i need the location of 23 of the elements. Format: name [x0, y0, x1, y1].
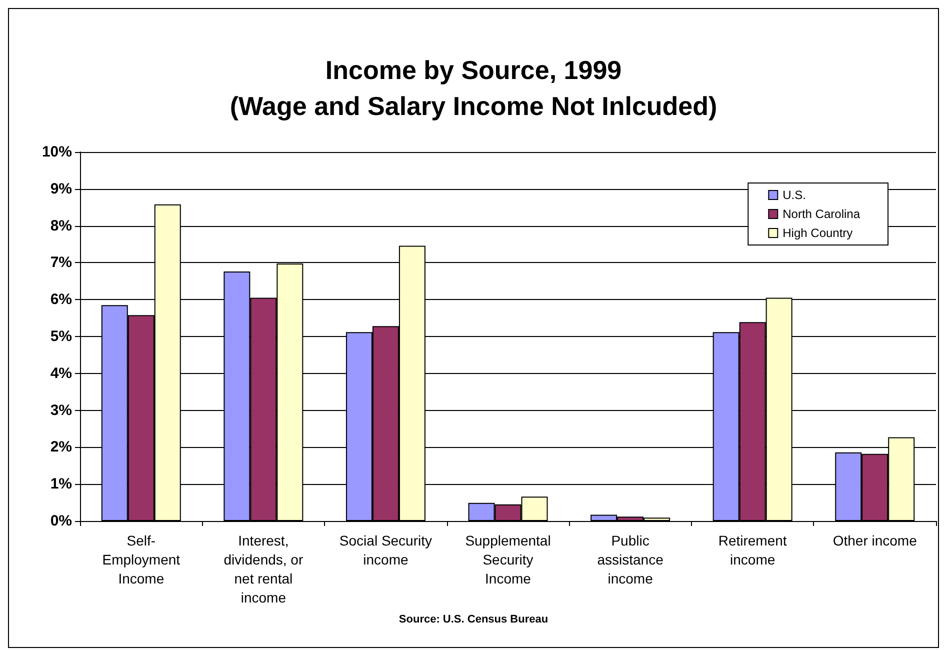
y-tick-label: 4%	[50, 364, 72, 382]
x-tick-label: Public assistance income	[597, 532, 664, 586]
x-tick-label: Social Security income	[339, 532, 432, 568]
y-tick-label: 9%	[50, 180, 72, 198]
x-tick-label: Interest, dividends, or net rental income	[224, 532, 304, 606]
y-tick-label: 0%	[50, 512, 72, 530]
x-tick-label: Self- Employment Income	[102, 532, 180, 586]
y-tick-label: 10%	[42, 144, 72, 160]
legend-label: North Carolina	[782, 207, 860, 221]
y-tick-label: 3%	[50, 402, 72, 419]
source-note: Source: U.S. Census Bureau	[398, 614, 548, 626]
chart-title: Income by Source, 1999 (Wage and Salary Income Not Inlcuded)	[230, 55, 718, 121]
y-tick-label: 2%	[50, 438, 72, 456]
x-tick-label: Retirement income	[718, 532, 787, 568]
legend-label: High Country	[782, 226, 853, 240]
y-tick-label: 1%	[50, 476, 72, 493]
y-tick-label: 5%	[50, 328, 72, 345]
y-tick-label: 7%	[50, 254, 72, 272]
y-tick-label: 6%	[50, 291, 72, 308]
x-tick-label: Supplemental Security Income	[465, 532, 551, 586]
legend-label: U.S.	[782, 188, 806, 202]
y-tick-label: 8%	[50, 217, 72, 234]
x-tick-label: Other income	[832, 532, 918, 548]
